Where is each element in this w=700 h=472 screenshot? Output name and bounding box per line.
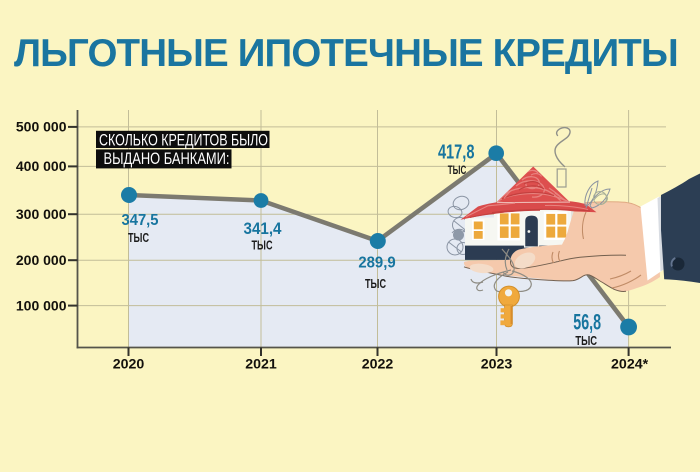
svg-text:ТЫС: ТЫС — [252, 239, 273, 253]
svg-text:2022: 2022 — [362, 356, 394, 372]
svg-text:100 000: 100 000 — [16, 297, 67, 313]
svg-text:300 000: 300 000 — [16, 206, 67, 222]
svg-text:ВЫДАНО БАНКАМИ:: ВЫДАНО БАНКАМИ: — [104, 150, 230, 168]
svg-text:341,4: 341,4 — [244, 220, 283, 238]
svg-text:ТЫС: ТЫС — [365, 277, 386, 291]
svg-text:347,5: 347,5 — [122, 212, 159, 229]
svg-text:2020: 2020 — [113, 356, 145, 372]
svg-text:2024*: 2024* — [611, 356, 649, 372]
svg-text:2023: 2023 — [481, 356, 513, 372]
svg-text:400 000: 400 000 — [16, 158, 67, 174]
svg-text:289,9: 289,9 — [358, 254, 395, 271]
svg-text:500 000: 500 000 — [16, 119, 67, 135]
svg-text:ТЫС: ТЫС — [575, 333, 597, 348]
svg-text:56,8: 56,8 — [573, 309, 601, 334]
svg-text:ТЫС: ТЫС — [448, 163, 467, 177]
svg-text:ЛЬГОТНЫЕ ИПОТЕЧНЫЕ КРЕДИТЫ: ЛЬГОТНЫЕ ИПОТЕЧНЫЕ КРЕДИТЫ — [14, 32, 678, 75]
svg-text:СКОЛЬКО КРЕДИТОВ БЫЛО: СКОЛЬКО КРЕДИТОВ БЫЛО — [99, 131, 268, 149]
svg-text:200 000: 200 000 — [16, 252, 67, 268]
svg-text:ТЫС: ТЫС — [128, 231, 149, 245]
svg-text:417,8: 417,8 — [438, 141, 475, 164]
svg-text:2021: 2021 — [245, 356, 277, 372]
